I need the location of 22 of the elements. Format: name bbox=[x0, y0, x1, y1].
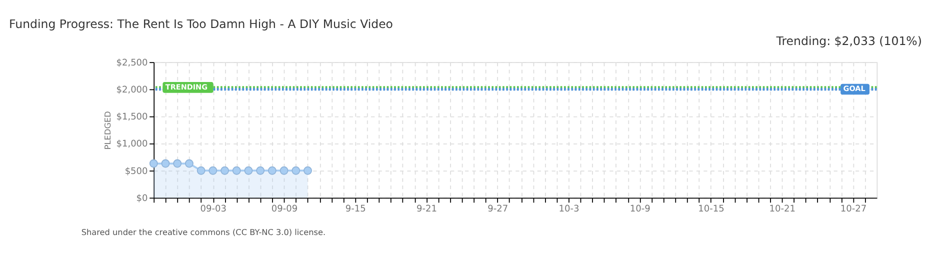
x-tick-label: 9-15 bbox=[345, 204, 366, 215]
y-tick-label: $0 bbox=[136, 194, 148, 204]
y-tick-label: $2,000 bbox=[116, 85, 148, 96]
ref-line-label: GOAL bbox=[843, 84, 866, 94]
x-tick-label: 9-27 bbox=[488, 204, 508, 215]
x-tick-label: 09-03 bbox=[200, 204, 227, 215]
x-tick-label: 10-15 bbox=[698, 204, 724, 215]
y-tick-label: $2,500 bbox=[116, 58, 148, 68]
ref-line-label: TRENDING bbox=[165, 82, 208, 92]
y-tick-label: $1,500 bbox=[116, 112, 148, 123]
x-tick-label: 09-09 bbox=[271, 204, 298, 215]
y-tick-label: $500 bbox=[124, 166, 148, 177]
y-axis-title: PLEDGED bbox=[102, 111, 113, 150]
x-tick-label: 10-21 bbox=[769, 204, 796, 215]
text: Trending: $2,033 (101%) bbox=[775, 34, 922, 48]
y-tick-label: $1,000 bbox=[116, 140, 148, 150]
x-tick-label: 10-27 bbox=[840, 204, 867, 215]
x-tick-label: 10-3 bbox=[558, 204, 580, 215]
x-tick-label: 9-21 bbox=[416, 204, 437, 215]
text: Shared under the creative commons (CC BY-NC 3.0) license. bbox=[81, 226, 326, 237]
chart-title: Funding Progress: The Rent Is Too Damn High - A DIY Music Video bbox=[9, 16, 393, 31]
x-tick-label: 10-9 bbox=[630, 204, 651, 215]
